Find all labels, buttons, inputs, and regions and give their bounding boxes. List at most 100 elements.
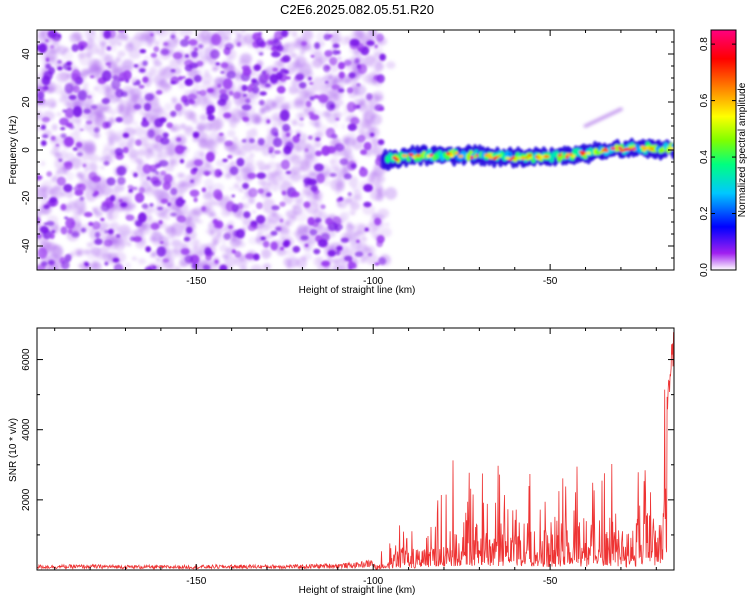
speckle — [286, 61, 300, 71]
blob — [377, 107, 385, 112]
blob — [125, 79, 130, 83]
speckle — [82, 172, 90, 179]
x-tick-label: -100 — [363, 276, 383, 287]
blob — [229, 90, 234, 96]
blob — [187, 93, 197, 100]
blob — [356, 83, 361, 86]
blob — [60, 127, 66, 131]
speckle — [204, 69, 210, 75]
ridge-peak — [505, 156, 511, 160]
speckle — [156, 257, 160, 262]
blob — [122, 132, 130, 138]
speckle — [156, 103, 161, 107]
speckle — [262, 263, 272, 270]
blob — [115, 88, 124, 98]
blob — [246, 85, 254, 93]
blob — [37, 247, 48, 259]
speckle — [252, 210, 257, 214]
speckle — [82, 82, 89, 88]
speckle — [363, 103, 375, 113]
speckle — [364, 54, 376, 66]
blob — [300, 235, 309, 241]
blob — [249, 83, 255, 87]
speckle — [163, 212, 171, 221]
blob — [170, 69, 176, 73]
blob — [306, 178, 317, 186]
speckle — [192, 136, 198, 143]
blob — [336, 245, 343, 251]
y-tick-label: 6000 — [21, 348, 32, 371]
blob — [232, 91, 241, 99]
speckle — [109, 117, 116, 125]
speckle — [233, 183, 240, 188]
ridge-peak — [623, 147, 630, 151]
blob — [360, 149, 368, 155]
speckle — [152, 143, 158, 149]
speckle — [233, 30, 238, 34]
blob — [374, 217, 382, 226]
blob — [292, 245, 301, 253]
blob — [155, 171, 160, 175]
speckle — [104, 105, 113, 114]
blob — [310, 185, 318, 192]
speckle — [325, 30, 331, 33]
ridge-peak — [527, 156, 533, 160]
blob — [307, 217, 315, 226]
blob — [166, 122, 173, 129]
blob — [337, 88, 345, 93]
x-tick-label: -100 — [363, 576, 383, 587]
blob — [71, 43, 79, 52]
blob — [158, 160, 169, 167]
speckle — [55, 71, 69, 83]
speckle — [126, 190, 135, 198]
blob — [79, 196, 85, 202]
blob — [220, 62, 229, 69]
blob — [170, 187, 178, 196]
speckle — [219, 244, 228, 253]
speckle — [207, 185, 213, 192]
speckle — [117, 41, 122, 46]
ridge-peak — [617, 146, 623, 150]
blob — [170, 212, 177, 217]
blob — [350, 163, 357, 169]
speckle — [177, 172, 185, 179]
speckle — [350, 211, 355, 215]
blob — [299, 117, 304, 121]
blob — [176, 215, 186, 223]
blob — [255, 37, 265, 47]
speckle — [133, 229, 144, 239]
blob — [189, 189, 200, 197]
blob — [184, 59, 194, 67]
speckle — [214, 78, 224, 87]
speckle — [241, 203, 250, 210]
blob — [320, 204, 326, 210]
speckle — [80, 68, 90, 77]
speckle — [311, 76, 325, 92]
blob — [71, 73, 79, 82]
speckle — [367, 247, 372, 252]
blob — [37, 233, 42, 239]
speckle — [116, 31, 128, 40]
blob — [60, 133, 67, 139]
blob — [186, 226, 193, 234]
blob — [214, 259, 219, 264]
speckle — [258, 178, 267, 186]
speckle — [58, 98, 65, 103]
blob — [72, 106, 83, 118]
blob — [41, 116, 50, 123]
speckle — [89, 162, 98, 173]
blob — [183, 236, 191, 242]
speckle — [102, 147, 113, 159]
ridge-peak — [493, 156, 497, 160]
blob — [290, 191, 300, 198]
blob — [106, 177, 116, 186]
speckle — [54, 152, 61, 158]
blob — [210, 49, 220, 60]
faint-cell — [618, 107, 624, 112]
blob — [143, 103, 152, 111]
y-tick-label: 0 — [21, 147, 32, 153]
blob — [77, 90, 87, 101]
speckle — [130, 103, 135, 108]
speckle — [159, 79, 168, 88]
colorbar-label: Normalized spectral amplitude — [737, 82, 748, 217]
